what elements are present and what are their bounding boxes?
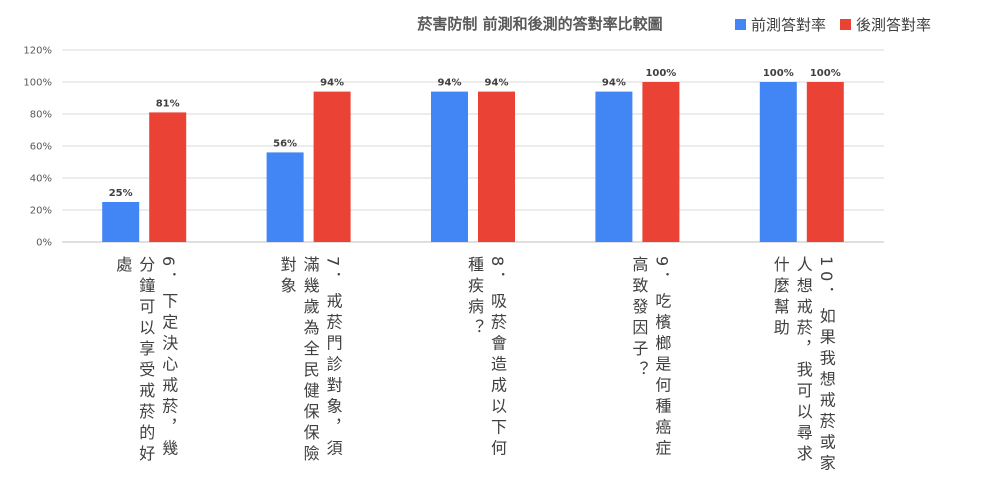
data-label: 100% [810, 68, 841, 79]
y-tick-label: 100% [23, 78, 52, 89]
category-label: 8．吸菸會造成以下何種疾病？ [465, 256, 507, 461]
y-tick-label: 120% [23, 46, 52, 57]
y-tick-label: 0% [36, 238, 52, 249]
category-label: 7．戒菸門診對象，須滿幾歲為全民健保保險對象 [277, 256, 343, 466]
legend: 前測答對率 後測答對率 [735, 14, 945, 35]
legend-swatch-pretest [735, 19, 746, 30]
y-tick-label: 20% [30, 206, 52, 217]
category-label: 6．下定決心戒菸，幾分鐘可以享受戒菸的好處 [113, 256, 179, 466]
bar-posttest [642, 82, 680, 242]
category-label: 10．如果我想戒菸或家人想戒菸，我可以尋求什麼幫助 [770, 256, 836, 476]
bar-pretest [431, 91, 468, 242]
bar-posttest [313, 91, 351, 242]
data-label: 94% [485, 78, 509, 89]
data-label: 100% [763, 68, 794, 79]
data-label: 25% [109, 188, 133, 199]
bar-pretest [759, 82, 797, 242]
legend-label-posttest: 後測答對率 [856, 16, 932, 34]
data-label: 94% [320, 78, 344, 89]
legend-swatch-posttest [840, 19, 852, 30]
bar-posttest [806, 82, 844, 242]
chart-title: 菸害防制 前測和後測的答對率比較圖 [417, 15, 663, 33]
bar-pretest [266, 152, 304, 242]
bar-posttest [149, 112, 187, 243]
y-tick-label: 40% [30, 174, 52, 185]
data-label: 94% [602, 78, 626, 89]
category-label: 9．吃檳榔是何種癌症高致發因子？ [629, 256, 672, 461]
legend-label-pretest: 前測答對率 [751, 16, 827, 34]
legend-item-pretest: 前測答對率 [735, 14, 826, 35]
y-tick-label: 60% [30, 142, 52, 153]
y-tick-label: 80% [30, 110, 52, 121]
data-label: 94% [438, 78, 462, 89]
bar-pretest [102, 202, 140, 242]
data-label: 81% [156, 98, 180, 109]
legend-item-posttest: 後測答對率 [840, 14, 931, 35]
data-label: 56% [273, 138, 297, 149]
bar-pretest [595, 91, 633, 242]
bar-posttest [478, 91, 515, 242]
data-label: 100% [645, 68, 676, 79]
